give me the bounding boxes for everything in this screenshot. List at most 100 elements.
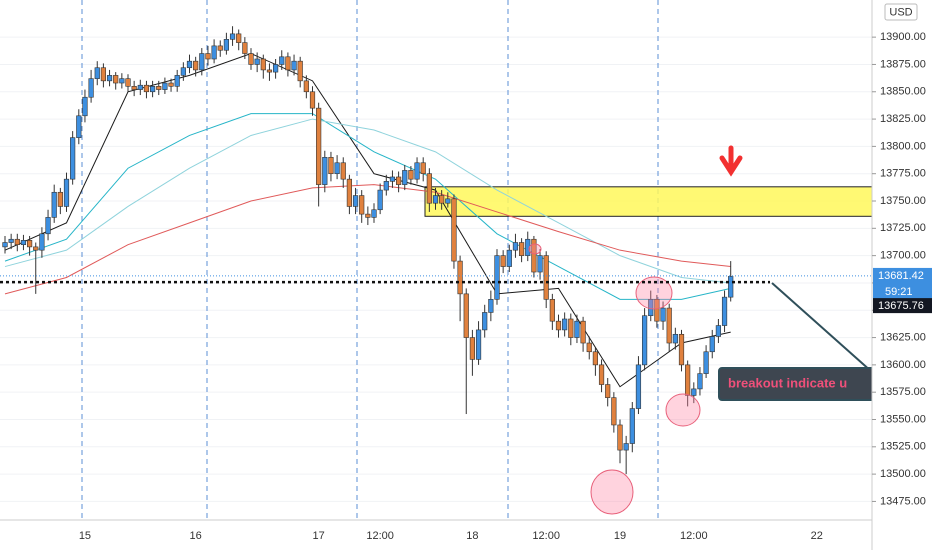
x-tick-label: 15 (79, 530, 91, 542)
y-tick-label: 13625.00 (880, 331, 926, 343)
candle-body (506, 249, 512, 267)
y-tick-label: 13750.00 (880, 195, 926, 207)
candle-body (39, 233, 45, 251)
candle-body (88, 78, 94, 98)
x-tick-label: 12:00 (532, 530, 560, 542)
last-price-label: 13681.42 (878, 270, 924, 282)
candle-body (672, 333, 678, 344)
y-tick-label: 13575.00 (880, 386, 926, 398)
x-tick-label: 22 (811, 530, 823, 542)
candle-body (359, 195, 365, 215)
candle-body (439, 195, 445, 204)
candle-body (76, 115, 82, 138)
candle-body (494, 255, 500, 300)
candle-body (143, 84, 150, 93)
candle-body (709, 336, 715, 353)
candle-body (205, 53, 211, 60)
candle-body (365, 213, 371, 218)
candle-body (2, 242, 8, 248)
x-tick-label: 19 (614, 530, 626, 542)
candle-body (605, 384, 611, 398)
y-tick-label: 13475.00 (880, 495, 926, 507)
moving-average (4, 184, 731, 295)
candle-body (721, 296, 728, 326)
candle-body (518, 242, 525, 256)
candle-body (451, 198, 457, 262)
candle-body (408, 170, 414, 180)
candle-body (70, 137, 76, 180)
callout-line (771, 282, 873, 373)
level-label: 13675.76 (878, 300, 924, 312)
candle-body (377, 189, 383, 211)
candle-body (525, 238, 531, 256)
axis: 13475.00 13500.00 13525.00 13550.00 13575.00… (79, 31, 926, 542)
candle-body (697, 373, 703, 390)
candle-body (248, 53, 254, 65)
y-tick-label: 13850.00 (880, 86, 926, 98)
plot (0, 26, 872, 475)
candle-body (100, 67, 106, 82)
candle-body (266, 69, 273, 73)
candle-body (291, 60, 297, 71)
y-tick-label: 13800.00 (880, 140, 926, 152)
candle-body (691, 388, 697, 396)
candle-body (186, 60, 193, 69)
candle-body (592, 351, 598, 366)
candle-body (279, 56, 285, 65)
candle-body (334, 162, 340, 174)
candle-body (512, 242, 519, 251)
x-tick-label: 17 (313, 530, 325, 542)
candle-body (346, 178, 353, 207)
candle-body (469, 337, 476, 360)
candle-body (635, 364, 642, 409)
moving-average (4, 113, 731, 300)
candle-body (328, 157, 334, 174)
candle-body (488, 299, 494, 313)
currency-box (884, 3, 918, 21)
candle-body (82, 96, 88, 117)
x-tick-label: 18 (466, 530, 478, 542)
candle-body (383, 181, 389, 191)
y-tick-label: 13900.00 (880, 31, 926, 43)
candle-body (728, 276, 734, 298)
candle-body (580, 320, 586, 344)
y-tick-label: 13550.00 (880, 413, 926, 425)
candle-body (150, 86, 156, 93)
candle-body (340, 162, 346, 180)
y-tick-label: 13825.00 (880, 113, 926, 125)
candle-body (562, 318, 568, 331)
candle-body (217, 45, 223, 51)
candle-body (260, 58, 266, 71)
candle-body (20, 240, 27, 246)
candle-body (611, 397, 617, 426)
candle-body (242, 42, 248, 54)
candle-body (395, 176, 402, 185)
candle-body (420, 162, 426, 174)
candle-body (254, 58, 260, 65)
candle-body (549, 299, 555, 322)
candle-body (389, 176, 396, 182)
candle-body (352, 195, 359, 207)
candle-body (629, 408, 635, 444)
candle-body (45, 217, 51, 235)
y-tick-label: 13525.00 (880, 441, 926, 453)
candle-body (445, 198, 451, 204)
annotation: breakout indicate u (728, 375, 847, 390)
candle-body (272, 64, 279, 73)
candle-body (229, 33, 236, 40)
down-arrow (719, 145, 743, 177)
candle-body (156, 86, 162, 90)
candle-body (703, 351, 709, 374)
candle-body (666, 307, 672, 344)
candle-body (463, 293, 469, 338)
candle-body (500, 255, 506, 267)
y-tick-label: 13700.00 (880, 250, 926, 262)
candle-body (162, 82, 168, 90)
candle-body (715, 325, 721, 337)
x-tick-label: 12:00 (680, 530, 708, 542)
candle-body (57, 191, 63, 207)
candle-body (297, 60, 303, 82)
candle-body (236, 33, 242, 43)
candle-body (125, 78, 131, 87)
candle-body (8, 238, 14, 243)
